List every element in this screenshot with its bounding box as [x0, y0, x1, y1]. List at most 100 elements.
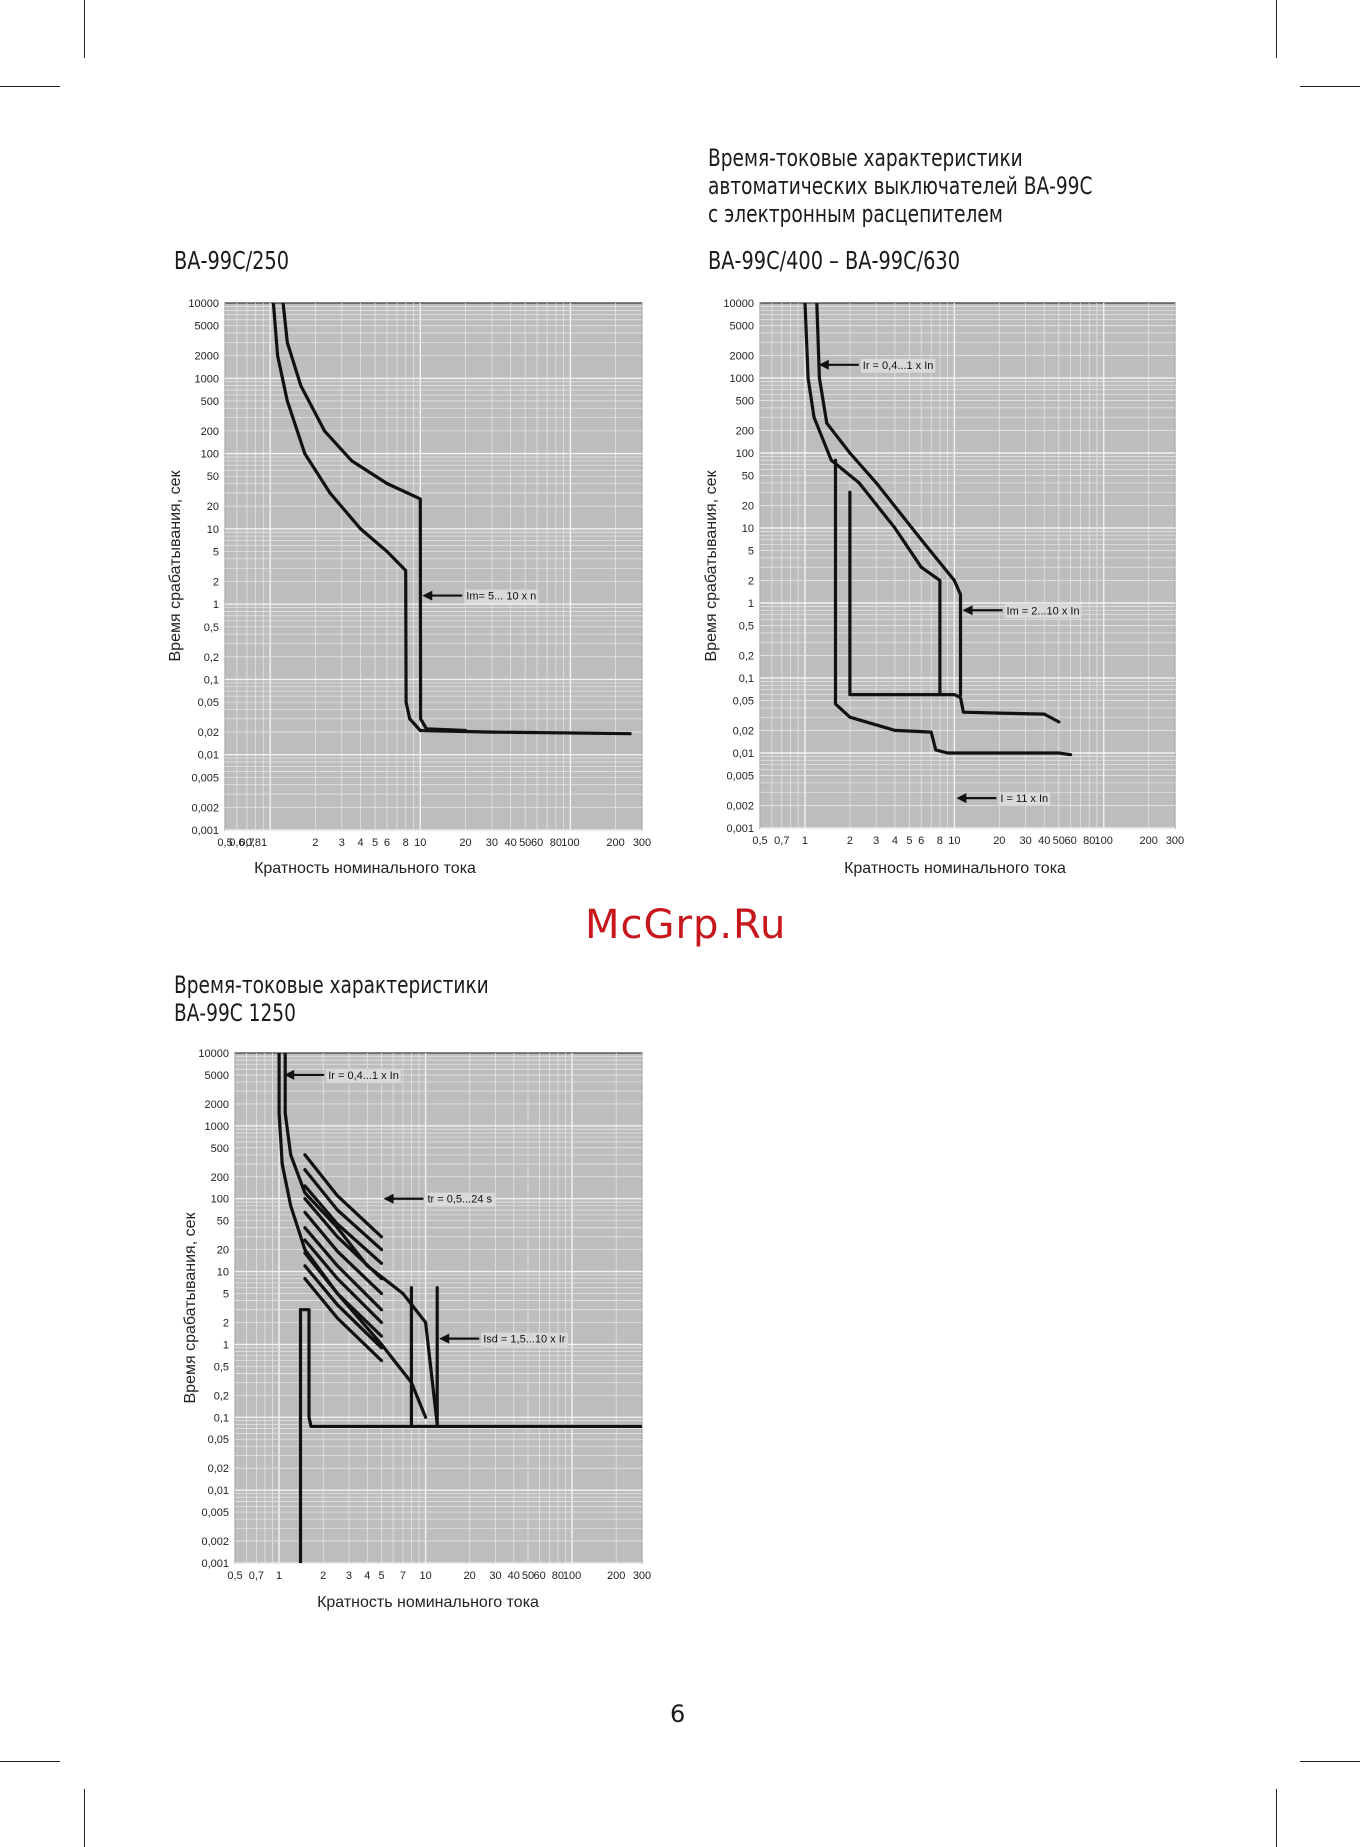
- series-line-2: [815, 303, 963, 697]
- x-tick-label: 10: [419, 1570, 431, 1582]
- plot-area: [759, 302, 1176, 829]
- x-tick-label: 0,5: [752, 835, 767, 847]
- x-tick-label: 200: [606, 837, 624, 849]
- y-tick-label: 0,001: [726, 823, 754, 835]
- x-tick-label: 30: [1019, 835, 1031, 847]
- series-line-3: [833, 458, 1073, 757]
- chart-3: 100005000200010005002001005020105210,50,…: [182, 1048, 651, 1611]
- y-tick-label: 0,1: [204, 674, 219, 686]
- y-tick-label: 0,05: [208, 1434, 229, 1446]
- x-tick-label: 5: [378, 1570, 384, 1582]
- annotation: Ir = 0,4...1 x In: [818, 358, 936, 373]
- x-tick-label: 3: [346, 1570, 352, 1582]
- x-tick-label: 2: [312, 837, 318, 849]
- annotation-bg: [326, 1068, 401, 1083]
- y-tick-label: 1000: [730, 373, 754, 385]
- arrow-head-icon: [284, 1069, 295, 1080]
- y-tick-label: 0,2: [214, 1390, 229, 1402]
- chart-2-title: ВА-99С/400 – ВА-99С/630: [708, 246, 960, 275]
- y-tick-label: 10: [742, 523, 754, 535]
- y-tick-label: 50: [742, 471, 754, 483]
- section2-title: Время-токовые характеристики ВА-99С 1250: [174, 971, 489, 1027]
- y-tick-label: 1: [748, 598, 754, 610]
- y-tick-label: 0,2: [204, 652, 219, 664]
- y-tick-label: 20: [217, 1245, 229, 1257]
- x-tick-label: 10: [414, 837, 426, 849]
- y-tick-label: 500: [736, 396, 754, 408]
- y-tick-label: 2: [213, 576, 219, 588]
- y-tick-label: 200: [736, 425, 754, 437]
- x-tick-label: 20: [459, 837, 471, 849]
- x-tick-label: 4: [357, 837, 363, 849]
- crop-mark: [1276, 0, 1277, 58]
- y-tick-label: 200: [201, 426, 219, 438]
- header-title: Время-токовые характеристики автоматичес…: [708, 144, 1092, 228]
- x-tick-label: 300: [633, 1570, 651, 1582]
- y-tick-label: 5: [223, 1289, 229, 1301]
- series-line-6: [303, 1197, 384, 1281]
- y-axis-label: Время срабатывания, сек: [167, 470, 184, 662]
- y-tick-label: 0,02: [198, 727, 219, 739]
- y-tick-label: 500: [211, 1143, 229, 1155]
- y-tick-label: 0,02: [208, 1463, 229, 1475]
- annotation-label: Isd = 1,5...10 x Ir: [483, 1334, 566, 1346]
- series-line-9: [303, 1238, 384, 1325]
- x-tick-label: 0,7: [774, 835, 789, 847]
- series-line-3: [303, 1153, 384, 1239]
- x-tick-label: 100: [561, 837, 579, 849]
- y-tick-label: 0,001: [191, 825, 219, 837]
- y-tick-label: 0,01: [198, 750, 219, 762]
- series-line-4: [303, 1168, 384, 1252]
- arrow-head-icon: [818, 359, 829, 370]
- series-line-1: [271, 303, 632, 736]
- x-tick-label: 50: [522, 1570, 534, 1582]
- annotation-bg: [1004, 604, 1082, 619]
- x-tick-label: 3: [339, 837, 345, 849]
- y-tick-label: 10: [217, 1267, 229, 1279]
- annotation-label: tr = 0,5...24 s: [428, 1194, 493, 1206]
- series-line-11: [303, 1264, 384, 1350]
- y-tick-label: 1: [213, 599, 219, 611]
- y-tick-label: 10000: [723, 298, 754, 310]
- header-title-line: Время-токовые характеристики: [708, 144, 1023, 172]
- x-tick-label: 5: [372, 837, 378, 849]
- x-tick-label: 0,7: [249, 1570, 264, 1582]
- y-tick-label: 1000: [205, 1121, 229, 1133]
- x-tick-label: 50: [519, 837, 531, 849]
- x-tick-label: 300: [633, 837, 651, 849]
- y-tick-label: 5: [213, 547, 219, 559]
- arrow-head-icon: [422, 590, 433, 601]
- x-tick-label: 0,5: [217, 837, 232, 849]
- x-tick-label: 8: [403, 837, 409, 849]
- x-tick-label: 1: [802, 835, 808, 847]
- y-tick-label: 100: [736, 448, 754, 460]
- annotation-bg: [998, 792, 1051, 807]
- x-tick-label: 200: [607, 1570, 625, 1582]
- header-title-line: автоматических выключателей ВА-99С: [708, 172, 1093, 200]
- annotation: tr = 0,5...24 s: [383, 1192, 495, 1207]
- arrow-head-icon: [439, 1333, 450, 1344]
- section2-title-line: ВА-99С 1250: [174, 999, 296, 1027]
- grid: [224, 303, 643, 831]
- x-tick-label: 60: [533, 1570, 545, 1582]
- x-tick-label: 100: [563, 1570, 581, 1582]
- y-tick-label: 0,5: [739, 621, 754, 633]
- annotation-label: Im = 2...10 x In: [1007, 605, 1080, 617]
- annotation-bg: [425, 1192, 495, 1207]
- x-tick-label: 3: [873, 835, 879, 847]
- x-tick-label: 1: [276, 1570, 282, 1582]
- y-tick-label: 5000: [195, 321, 219, 333]
- y-tick-label: 10000: [198, 1048, 229, 1060]
- y-tick-label: 5: [748, 546, 754, 558]
- x-tick-label: 300: [1166, 835, 1184, 847]
- page-number: 6: [670, 1700, 686, 1728]
- annotation: Isd = 1,5...10 x Ir: [439, 1332, 568, 1347]
- series-line-1: [277, 1053, 428, 1419]
- plot-area: [224, 302, 643, 831]
- annotation: Im = 2...10 x In: [962, 604, 1082, 619]
- y-axis-label: Время срабатывания, сек: [703, 470, 720, 662]
- y-tick-label: 0,02: [733, 725, 754, 737]
- y-tick-label: 0,5: [214, 1361, 229, 1373]
- y-tick-label: 0,5: [204, 622, 219, 634]
